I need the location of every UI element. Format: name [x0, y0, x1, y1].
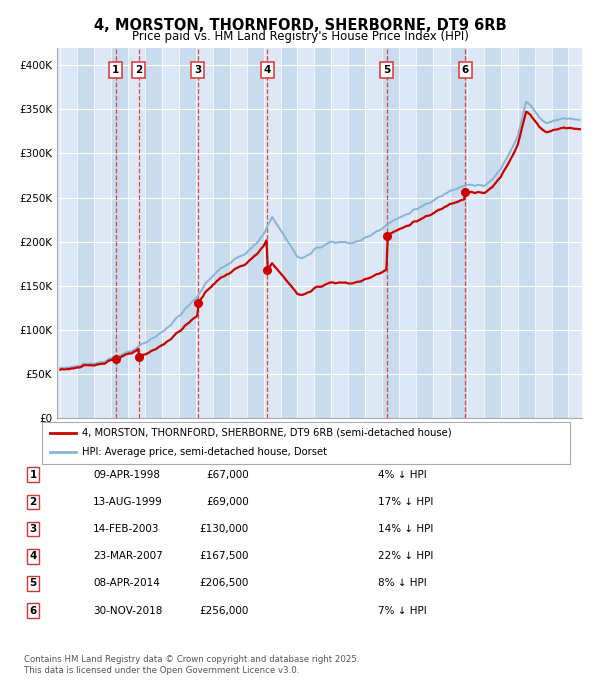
- Bar: [416, 48, 433, 418]
- Bar: [501, 48, 518, 418]
- Bar: [111, 48, 128, 418]
- Text: 14-FEB-2003: 14-FEB-2003: [93, 524, 160, 534]
- Bar: [365, 48, 382, 418]
- Text: 23-MAR-2007: 23-MAR-2007: [93, 551, 163, 561]
- Bar: [281, 48, 298, 418]
- Bar: [433, 48, 450, 418]
- Bar: [399, 48, 416, 418]
- Text: 14% ↓ HPI: 14% ↓ HPI: [378, 524, 433, 534]
- Text: 8% ↓ HPI: 8% ↓ HPI: [378, 579, 427, 588]
- Text: 3: 3: [29, 524, 37, 534]
- Bar: [263, 48, 281, 418]
- Text: 30-NOV-2018: 30-NOV-2018: [93, 606, 163, 615]
- Text: 4, MORSTON, THORNFORD, SHERBORNE, DT9 6RB (semi-detached house): 4, MORSTON, THORNFORD, SHERBORNE, DT9 6R…: [82, 428, 451, 438]
- Bar: [145, 48, 162, 418]
- Text: Price paid vs. HM Land Registry's House Price Index (HPI): Price paid vs. HM Land Registry's House …: [131, 30, 469, 43]
- Bar: [213, 48, 230, 418]
- Text: 17% ↓ HPI: 17% ↓ HPI: [378, 497, 433, 507]
- Bar: [128, 48, 145, 418]
- Bar: [77, 48, 94, 418]
- Text: £206,500: £206,500: [200, 579, 249, 588]
- Bar: [196, 48, 213, 418]
- Bar: [331, 48, 348, 418]
- Text: 2: 2: [29, 497, 37, 507]
- Text: 3: 3: [194, 65, 202, 75]
- Text: £167,500: £167,500: [199, 551, 249, 561]
- Bar: [568, 48, 586, 418]
- Text: HPI: Average price, semi-detached house, Dorset: HPI: Average price, semi-detached house,…: [82, 447, 326, 458]
- Bar: [348, 48, 365, 418]
- Bar: [230, 48, 247, 418]
- Bar: [484, 48, 501, 418]
- Bar: [247, 48, 263, 418]
- Bar: [314, 48, 331, 418]
- Text: 2: 2: [135, 65, 142, 75]
- Text: 22% ↓ HPI: 22% ↓ HPI: [378, 551, 433, 561]
- Text: 09-APR-1998: 09-APR-1998: [93, 470, 160, 479]
- Text: 1: 1: [29, 470, 37, 479]
- Text: 5: 5: [29, 579, 37, 588]
- Text: £67,000: £67,000: [206, 470, 249, 479]
- Bar: [179, 48, 196, 418]
- Text: 5: 5: [383, 65, 391, 75]
- Text: 1: 1: [112, 65, 119, 75]
- Text: 6: 6: [461, 65, 469, 75]
- Bar: [94, 48, 111, 418]
- Text: 4: 4: [263, 65, 271, 75]
- Bar: [551, 48, 568, 418]
- Bar: [298, 48, 314, 418]
- Bar: [535, 48, 551, 418]
- Bar: [518, 48, 535, 418]
- Text: 4: 4: [29, 551, 37, 561]
- Text: 7% ↓ HPI: 7% ↓ HPI: [378, 606, 427, 615]
- Bar: [162, 48, 179, 418]
- Text: 4, MORSTON, THORNFORD, SHERBORNE, DT9 6RB: 4, MORSTON, THORNFORD, SHERBORNE, DT9 6R…: [94, 18, 506, 33]
- Text: 6: 6: [29, 606, 37, 615]
- Text: 13-AUG-1999: 13-AUG-1999: [93, 497, 163, 507]
- Text: £69,000: £69,000: [206, 497, 249, 507]
- Bar: [382, 48, 399, 418]
- Text: Contains HM Land Registry data © Crown copyright and database right 2025.
This d: Contains HM Land Registry data © Crown c…: [24, 655, 359, 675]
- Text: £256,000: £256,000: [200, 606, 249, 615]
- Text: 08-APR-2014: 08-APR-2014: [93, 579, 160, 588]
- Bar: [450, 48, 467, 418]
- Text: £130,000: £130,000: [200, 524, 249, 534]
- Bar: [467, 48, 484, 418]
- Bar: [61, 48, 77, 418]
- Text: 4% ↓ HPI: 4% ↓ HPI: [378, 470, 427, 479]
